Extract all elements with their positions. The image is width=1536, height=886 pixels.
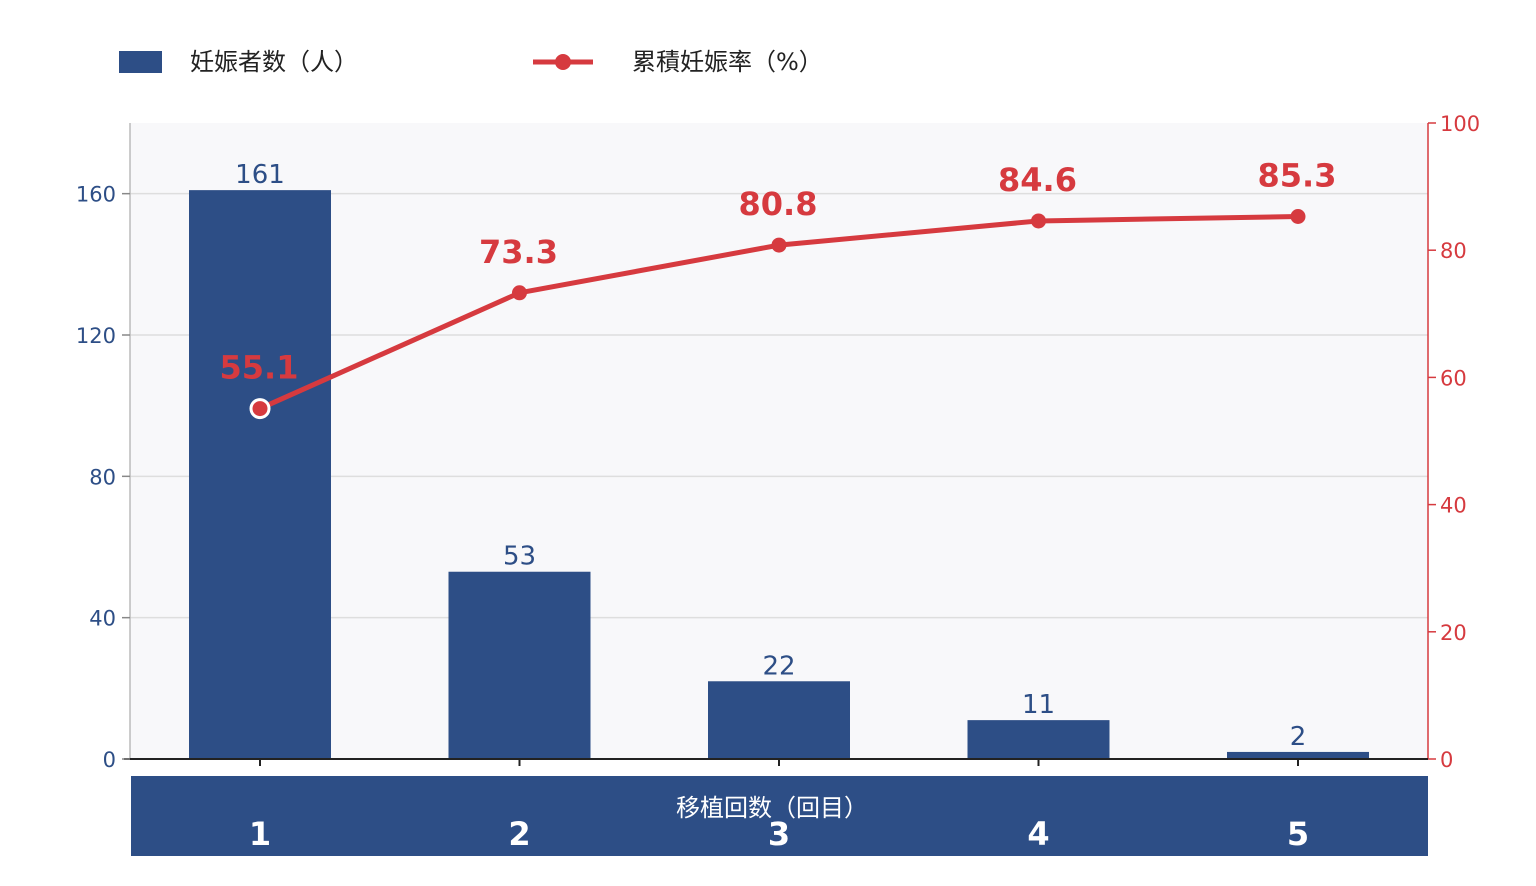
x-axis-title: 移植回数（回目）: [676, 794, 868, 822]
bar-label-2: 53: [503, 542, 536, 572]
plot-area: [130, 123, 1428, 759]
legend-label-line: 累積妊娠率（%）: [632, 48, 823, 76]
line-labels: 55.1 73.3 80.8 84.6 85.3: [220, 156, 1337, 386]
legend: 妊娠者数（人） 累積妊娠率（%）: [119, 48, 823, 76]
right-tick-label-40: 40: [1440, 494, 1467, 518]
line-point-3: [771, 237, 787, 253]
left-tick-label-0: 0: [103, 748, 116, 772]
right-tick-label-20: 20: [1440, 621, 1467, 645]
line-point-1: [249, 398, 271, 420]
line-points: [249, 208, 1306, 420]
bar-1: [189, 190, 331, 760]
bar-2: [448, 571, 591, 759]
left-tick-label-80: 80: [89, 465, 116, 489]
gridlines: [130, 192, 1428, 619]
line-label-2: 73.3: [479, 233, 558, 271]
bar-3: [708, 681, 850, 759]
category-label-5: 5: [1287, 815, 1309, 853]
bar-label-4: 11: [1022, 690, 1055, 720]
x-axis-band: [131, 776, 1428, 856]
left-axis-ticks: 0 40 80 120 160: [76, 183, 130, 772]
line-point-5: [1290, 208, 1306, 224]
bar-4: [967, 720, 1110, 759]
right-tick-label-0: 0: [1440, 748, 1453, 772]
legend-swatch-marker: [555, 54, 571, 70]
line-label-4: 84.6: [998, 161, 1077, 199]
bar-label-3: 22: [762, 651, 795, 681]
right-tick-label-60: 60: [1440, 366, 1467, 390]
right-tick-label-100: 100: [1440, 112, 1480, 136]
category-label-2: 2: [508, 815, 530, 853]
line-point-4: [1031, 213, 1046, 229]
category-label-4: 4: [1027, 815, 1049, 853]
bar-labels: 161 53 22 11 2: [235, 160, 1306, 752]
category-label-3: 3: [768, 815, 790, 853]
right-axis-ticks: 0 20 40 60 80 100: [1428, 112, 1480, 772]
bar-label-5: 2: [1290, 722, 1307, 752]
line-label-1: 55.1: [220, 349, 299, 387]
right-tick-label-80: 80: [1440, 239, 1467, 263]
legend-label-bar: 妊娠者数（人）: [190, 48, 358, 76]
legend-swatch-bar: [119, 51, 162, 73]
bar-label-1: 161: [235, 160, 285, 190]
category-labels: 1 2 3 4 5: [249, 815, 1309, 853]
x-axis-ticks: [259, 759, 1299, 766]
left-tick-label-160: 160: [76, 183, 116, 207]
bars: [189, 190, 1369, 760]
left-tick-label-40: 40: [89, 607, 116, 631]
line-label-5: 85.3: [1258, 156, 1337, 194]
line-label-3: 80.8: [739, 185, 818, 223]
category-label-1: 1: [249, 815, 271, 853]
bar-5: [1227, 751, 1369, 759]
line-point-2: [512, 285, 527, 301]
left-tick-label-120: 120: [76, 324, 116, 348]
